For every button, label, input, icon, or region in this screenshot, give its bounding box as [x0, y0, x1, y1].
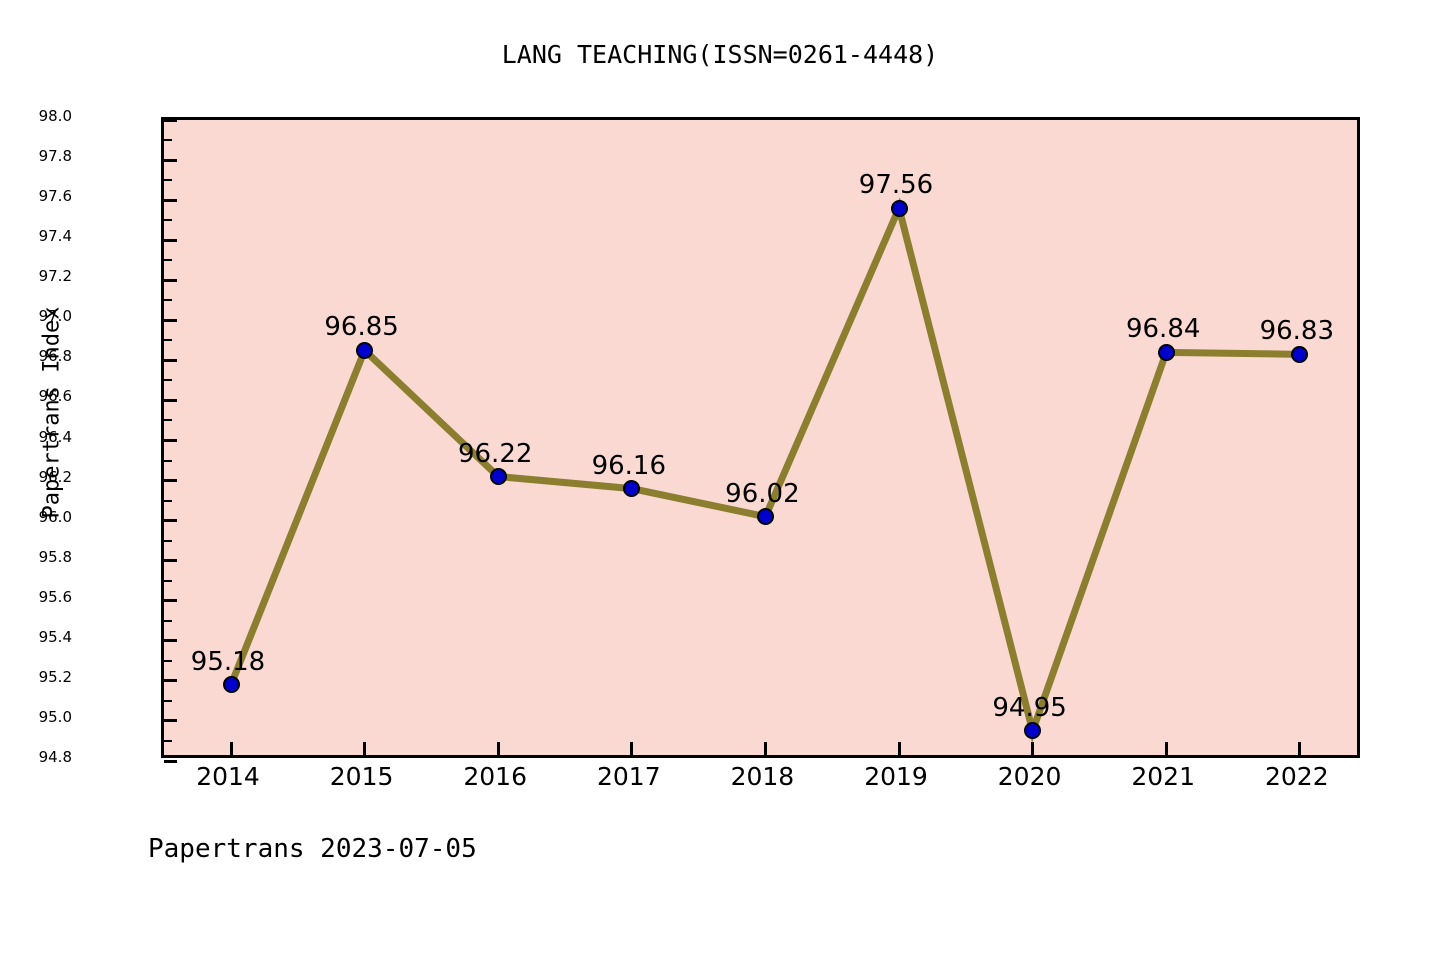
chart-title: LANG TEACHING(ISSN=0261-4448): [501, 40, 939, 69]
y-axis-tick: [164, 318, 177, 322]
x-axis-tick-label: 2018: [730, 762, 795, 791]
data-point-marker: [890, 199, 908, 217]
x-axis-tick: [496, 742, 500, 755]
x-axis-tick-label: 2015: [329, 762, 394, 791]
data-point-label: 96.83: [1259, 316, 1335, 347]
y-axis-minor-tick: [164, 619, 172, 622]
y-axis-tick: [164, 559, 177, 563]
data-line-series: [227, 197, 1300, 743]
x-axis-tick: [1298, 742, 1302, 755]
y-axis-minor-tick: [164, 259, 172, 262]
y-axis-minor-tick: [164, 499, 172, 502]
y-axis-tick-label: 97.0: [38, 307, 72, 326]
data-point-marker: [623, 480, 641, 498]
data-point-marker: [356, 341, 374, 359]
data-point-marker: [489, 468, 507, 486]
y-axis-tick-label: 96.6: [38, 387, 72, 406]
data-point-label: 96.16: [591, 450, 667, 481]
y-axis-minor-tick: [164, 219, 172, 222]
y-axis-minor-tick: [164, 379, 172, 382]
y-axis-tick: [164, 759, 177, 763]
y-axis-tick-label: 97.4: [38, 227, 72, 246]
x-axis-tick-label: 2022: [1264, 762, 1329, 791]
data-point-marker: [756, 508, 774, 526]
y-axis-tick: [164, 358, 177, 362]
data-point-marker: [1291, 345, 1309, 363]
x-axis-tick-label: 2016: [463, 762, 527, 791]
y-axis-tick: [164, 479, 177, 483]
plot-area: [161, 117, 1360, 763]
y-axis-tick: [164, 118, 177, 122]
data-point-label: 94.95: [992, 692, 1067, 723]
y-axis-minor-tick: [164, 659, 172, 662]
x-axis-tick: [1031, 742, 1035, 755]
x-axis-tick: [630, 742, 634, 755]
y-axis-tick: [164, 519, 177, 523]
y-axis-tick-label: 97.6: [38, 187, 72, 206]
data-point-label: 95.18: [190, 646, 266, 677]
y-axis-tick-label: 96.2: [38, 467, 72, 486]
y-axis-minor-tick: [164, 299, 172, 302]
x-axis-tick: [229, 742, 233, 755]
x-axis-tick: [897, 742, 901, 755]
x-axis-tick: [363, 742, 367, 755]
y-axis-tick: [164, 158, 177, 162]
y-axis-minor-tick: [164, 699, 172, 702]
y-axis-tick: [164, 719, 177, 723]
y-axis-minor-tick: [164, 539, 172, 542]
x-axis-tick-label: 2019: [864, 762, 928, 791]
y-axis-tick: [164, 599, 177, 603]
y-axis-tick: [164, 198, 177, 202]
y-axis-tick: [164, 238, 177, 242]
y-axis-minor-tick: [164, 419, 172, 422]
x-axis-tick-label: 2017: [596, 762, 661, 791]
data-point-label: 97.56: [858, 170, 934, 201]
x-axis-tick: [1164, 742, 1168, 755]
y-axis-tick-label: 96.8: [38, 347, 72, 366]
y-axis-minor-tick: [164, 459, 172, 462]
y-axis-tick-label: 95.4: [38, 627, 72, 646]
y-axis-tick: [164, 398, 177, 402]
footer-credit: Papertrans 2023-07-05: [148, 834, 477, 864]
x-axis-tick-label: 2014: [196, 762, 260, 791]
y-axis-minor-tick: [164, 179, 172, 182]
y-axis-tick-label: 95.6: [38, 587, 72, 606]
y-axis-tick-label: 95.8: [38, 547, 72, 566]
y-axis-tick: [164, 439, 177, 442]
x-axis-tick: [763, 742, 767, 755]
x-axis-tick-label: 2021: [1131, 762, 1195, 791]
y-axis-tick-label: 97.8: [38, 147, 72, 166]
y-axis-tick-label: 98.0: [38, 107, 72, 125]
data-point-marker: [1157, 343, 1175, 361]
data-point-label: 96.22: [457, 438, 533, 469]
plot-inner: [164, 118, 1357, 763]
y-axis-tick: [164, 639, 177, 643]
data-point-label: 96.85: [324, 312, 399, 343]
y-axis-tick-label: 96.0: [38, 507, 72, 526]
y-axis-tick-label: 95.2: [38, 667, 72, 686]
y-axis-title: Papertrans Index: [39, 306, 65, 519]
data-point-label: 96.84: [1125, 314, 1201, 345]
data-point-marker: [222, 676, 240, 694]
y-axis-minor-tick: [164, 739, 172, 742]
y-axis-tick-label: 97.2: [38, 267, 72, 286]
x-axis-tick-label: 2020: [997, 762, 1062, 791]
y-axis-tick-label: 94.8: [38, 748, 72, 766]
y-axis-tick-label: 95.0: [38, 707, 72, 726]
data-point-marker: [1024, 722, 1042, 740]
y-axis-minor-tick: [164, 339, 172, 342]
y-axis-tick-label: 96.4: [38, 427, 72, 446]
y-axis-minor-tick: [164, 139, 172, 142]
y-axis-tick: [164, 679, 177, 683]
data-point-label: 96.02: [725, 478, 800, 509]
y-axis-tick: [164, 278, 177, 282]
y-axis-minor-tick: [164, 579, 172, 582]
